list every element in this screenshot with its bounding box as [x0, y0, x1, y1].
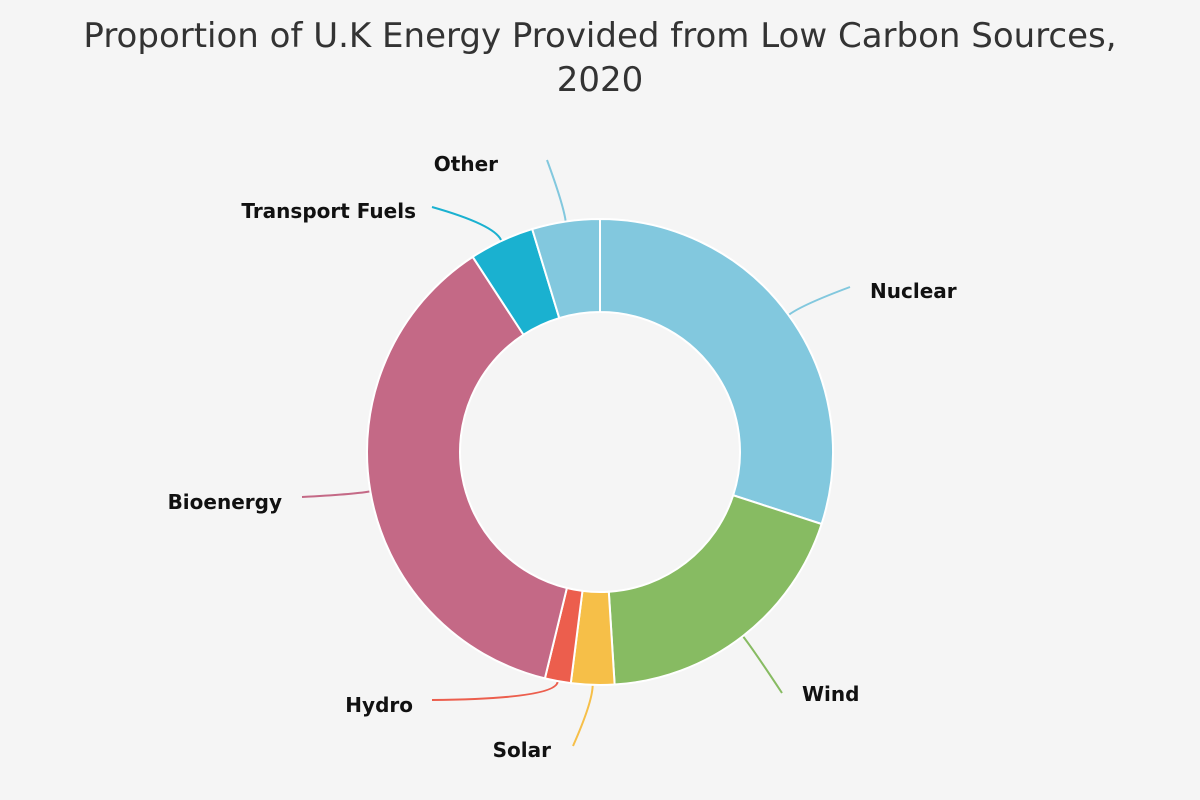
- chart-title-line-2: 2020: [556, 60, 644, 100]
- chart-title: Proportion of U.K Energy Provided from L…: [0, 14, 1200, 102]
- label-transport-fuels: Transport Fuels: [241, 199, 416, 223]
- connector-wind: [742, 636, 783, 694]
- connector-bioenergy: [301, 490, 370, 498]
- label-other: Other: [434, 152, 498, 176]
- slice-nuclear[interactable]: [599, 217, 834, 526]
- label-nuclear: Nuclear: [870, 279, 957, 303]
- label-solar: Solar: [493, 738, 551, 762]
- connector-other: [546, 159, 567, 221]
- connector-transport-fuels: [431, 206, 502, 241]
- chart-title-line-1: Proportion of U.K Energy Provided from L…: [83, 16, 1117, 56]
- slice-other[interactable]: [530, 217, 601, 320]
- label-bioenergy: Bioenergy: [168, 490, 282, 514]
- label-hydro: Hydro: [345, 693, 413, 717]
- connector-solar: [572, 685, 594, 747]
- slice-wind[interactable]: [607, 494, 823, 686]
- connector-nuclear: [788, 286, 851, 316]
- slice-bioenergy[interactable]: [366, 255, 569, 680]
- label-wind: Wind: [802, 682, 859, 706]
- connector-hydro: [431, 681, 559, 701]
